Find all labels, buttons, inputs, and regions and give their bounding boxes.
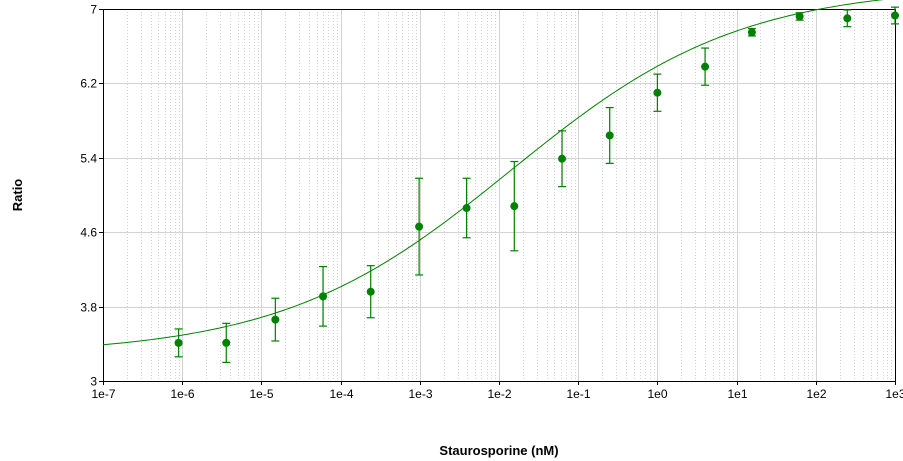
x-tick-label: 1e-3 bbox=[408, 387, 432, 401]
x-tick-label: 1e-5 bbox=[249, 387, 273, 401]
x-axis-title: Staurosporine (nM) bbox=[439, 443, 558, 458]
y-tick-label: 7 bbox=[90, 3, 97, 17]
data-point bbox=[462, 204, 471, 213]
data-point bbox=[795, 12, 804, 21]
data-point bbox=[653, 88, 662, 97]
x-tick-label: 1e-2 bbox=[487, 387, 511, 401]
data-point bbox=[701, 62, 710, 71]
x-tick-label: 1e-7 bbox=[91, 387, 115, 401]
x-axis-ticks: 1e-7 1e-6 1e-5 1e-4 1e-3 1e-2 1e-1 1e0 1e1 1e2 1e3 bbox=[91, 381, 903, 401]
x-tick-label: 1e2 bbox=[806, 387, 826, 401]
y-tick-label: 3.8 bbox=[80, 301, 97, 315]
y-tick-label: 3 bbox=[90, 375, 97, 389]
y-tick-label: 4.6 bbox=[80, 226, 97, 240]
data-points bbox=[174, 11, 899, 347]
fit-curve bbox=[102, 0, 884, 346]
minor-grid bbox=[127, 9, 892, 381]
major-grid bbox=[103, 9, 896, 382]
x-tick-label: 1e0 bbox=[647, 387, 667, 401]
x-tick-label: 1e-4 bbox=[329, 387, 353, 401]
x-tick-label: 1e1 bbox=[727, 387, 747, 401]
data-point bbox=[415, 222, 424, 231]
x-tick-label: 1e-6 bbox=[170, 387, 194, 401]
data-point bbox=[558, 154, 567, 163]
data-point bbox=[510, 202, 519, 211]
data-point bbox=[747, 28, 756, 37]
error-bars bbox=[174, 6, 899, 363]
data-point bbox=[271, 315, 280, 324]
y-tick-label: 5.4 bbox=[80, 152, 97, 166]
data-point bbox=[366, 287, 375, 296]
data-point bbox=[843, 14, 852, 23]
data-point bbox=[174, 338, 183, 347]
data-point bbox=[605, 131, 614, 140]
y-tick-label: 6.2 bbox=[80, 77, 97, 91]
x-tick-label: 1e-1 bbox=[566, 387, 590, 401]
data-point bbox=[319, 292, 328, 301]
data-point bbox=[222, 338, 231, 347]
y-axis-ticks: 3 3.8 4.6 5.4 6.2 7 bbox=[80, 3, 103, 389]
x-tick-label: 1e3 bbox=[885, 387, 903, 401]
y-axis-title: Ratio bbox=[10, 179, 25, 212]
data-point bbox=[891, 11, 899, 20]
